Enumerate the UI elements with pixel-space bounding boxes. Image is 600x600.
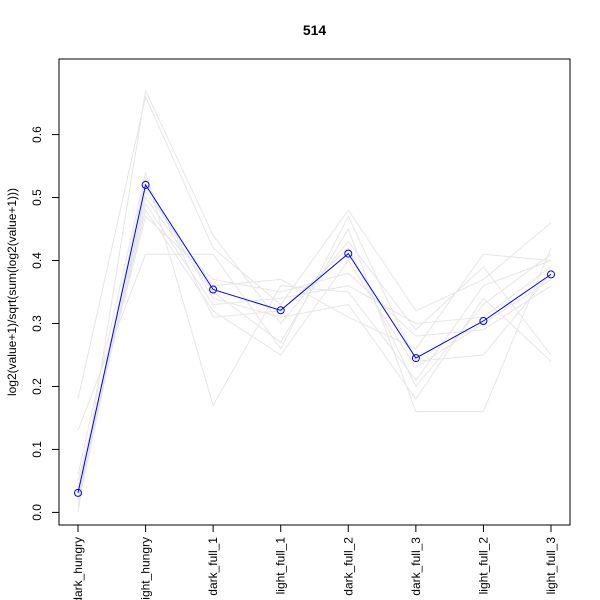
background-series-line bbox=[77, 177, 552, 494]
background-series-line bbox=[77, 88, 552, 513]
highlight-series-group bbox=[74, 180, 555, 497]
y-tick-label: 0.6 bbox=[30, 126, 44, 143]
data-point bbox=[547, 270, 555, 279]
background-series-line bbox=[77, 215, 552, 482]
data-point bbox=[141, 180, 150, 189]
x-axis: dark_hungry light_hungry dark_full_1 light_… bbox=[71, 524, 558, 600]
data-point bbox=[344, 249, 353, 258]
background-series-line bbox=[77, 202, 552, 494]
x-tick-label: dark_full_1 bbox=[206, 537, 220, 596]
x-tick-label: dark_hungry bbox=[71, 537, 85, 600]
data-point bbox=[276, 306, 285, 315]
data-point bbox=[209, 285, 218, 294]
chart-title: 514 bbox=[303, 22, 327, 38]
y-tick-label: 0.2 bbox=[30, 378, 44, 395]
background-series-line bbox=[77, 183, 552, 500]
x-tick-label: dark_full_2 bbox=[341, 537, 355, 596]
y-tick-label: 0.3 bbox=[30, 315, 44, 332]
y-axis: 0.0 0.1 0.2 0.3 0.4 0.5 0.6 bbox=[30, 126, 60, 521]
background-series-line bbox=[77, 208, 552, 488]
x-tick-label: light_full_1 bbox=[274, 537, 288, 595]
y-tick-label: 0.0 bbox=[30, 504, 44, 521]
y-tick-label: 0.1 bbox=[30, 441, 44, 458]
background-series-line bbox=[77, 215, 552, 431]
x-tick-label: dark_full_3 bbox=[409, 537, 423, 596]
x-tick-label: light_full_3 bbox=[544, 537, 558, 595]
highlight-series-line bbox=[77, 183, 552, 494]
background-series-line bbox=[77, 189, 552, 507]
background-series-line bbox=[77, 172, 552, 475]
background-series-group bbox=[77, 88, 552, 513]
data-point bbox=[479, 317, 488, 325]
background-series-line bbox=[77, 196, 552, 500]
data-point bbox=[74, 488, 82, 497]
x-tick-label: light_full_2 bbox=[476, 537, 490, 595]
x-tick-label: light_hungry bbox=[139, 537, 153, 600]
background-series-line bbox=[77, 95, 552, 400]
y-tick-label: 0.4 bbox=[30, 252, 44, 269]
y-axis-label: log2(value+1)/sqrt(sum(log2(value+1))) bbox=[5, 188, 19, 396]
data-point bbox=[411, 354, 420, 363]
y-tick-label: 0.5 bbox=[30, 189, 44, 206]
